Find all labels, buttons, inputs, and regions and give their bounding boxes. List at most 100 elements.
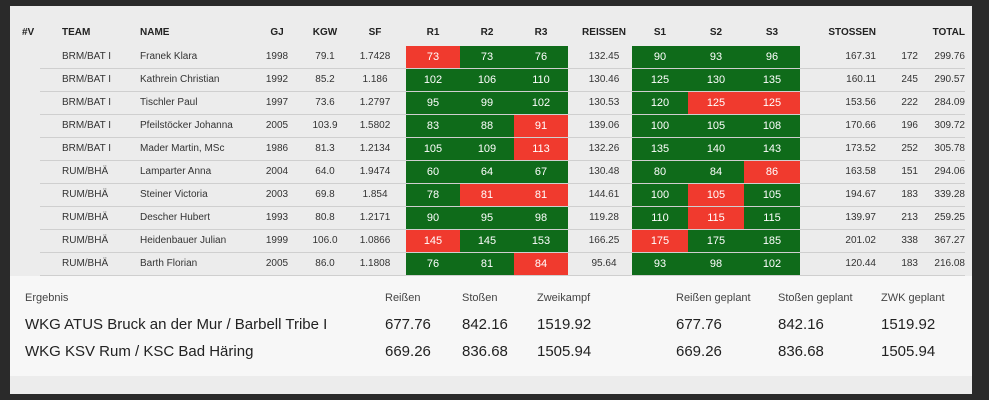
cell: 130.48 bbox=[588, 166, 620, 177]
row-line bbox=[40, 252, 965, 253]
cell: 1986 bbox=[265, 143, 289, 154]
cell: 163.58 bbox=[845, 166, 876, 177]
attempt-cell: 106 bbox=[460, 69, 514, 91]
row-line bbox=[40, 206, 965, 207]
attempt-cell: 98 bbox=[688, 253, 744, 275]
cell: 132.45 bbox=[588, 51, 620, 62]
column-header: R1 bbox=[426, 27, 440, 38]
cell: RUM/BHÄ bbox=[62, 235, 109, 246]
column-header: SF bbox=[368, 27, 382, 38]
attempt-cell: 100 bbox=[632, 115, 688, 137]
cell: 194.67 bbox=[845, 189, 876, 200]
results-cell: 677.76 bbox=[385, 316, 431, 333]
cell: Lamparter Anna bbox=[140, 166, 212, 177]
column-header: S2 bbox=[709, 27, 723, 38]
cell: 2005 bbox=[265, 258, 289, 269]
column-header: S1 bbox=[653, 27, 667, 38]
attempt-cell: 84 bbox=[514, 253, 568, 275]
attempt-cell: 100 bbox=[632, 184, 688, 206]
cell: 1992 bbox=[265, 74, 289, 85]
attempt-cell: 175 bbox=[632, 230, 688, 252]
results-cell: 1505.94 bbox=[881, 343, 936, 360]
attempt-cell: 135 bbox=[632, 138, 688, 160]
results-cell: 842.16 bbox=[462, 316, 508, 333]
cell: 173.52 bbox=[845, 143, 876, 154]
cell: 139.06 bbox=[588, 120, 620, 131]
cell: 73.6 bbox=[315, 97, 335, 108]
attempt-cell: 95 bbox=[460, 207, 514, 229]
attempt-cell: 140 bbox=[688, 138, 744, 160]
row-line bbox=[40, 160, 965, 161]
row-line bbox=[40, 275, 965, 276]
results-header: Reißen geplant bbox=[676, 292, 751, 304]
cell: 170.66 bbox=[845, 120, 876, 131]
cell: 151 bbox=[901, 166, 918, 177]
attempt-cell: 93 bbox=[632, 253, 688, 275]
attempt-cell: 105 bbox=[744, 184, 800, 206]
attempt-cell: 145 bbox=[406, 230, 460, 252]
results-header: Stoßen bbox=[462, 292, 498, 304]
cell: 367.27 bbox=[934, 235, 965, 246]
results-header: Ergebnis bbox=[25, 292, 69, 304]
cell: 95.64 bbox=[591, 258, 617, 269]
cell: 69.8 bbox=[315, 189, 335, 200]
results-cell: 836.68 bbox=[778, 343, 824, 360]
attempt-cell: 84 bbox=[688, 161, 744, 183]
results-header: ZWK geplant bbox=[881, 292, 945, 304]
attempt-cell: 102 bbox=[514, 92, 568, 114]
cell: 245 bbox=[901, 74, 918, 85]
attempt-cell: 110 bbox=[514, 69, 568, 91]
cell: 103.9 bbox=[312, 120, 338, 131]
row-line bbox=[40, 137, 965, 138]
attempt-cell: 73 bbox=[460, 46, 514, 68]
cell: 1999 bbox=[265, 235, 289, 246]
column-header: TEAM bbox=[62, 27, 91, 38]
cell: 1993 bbox=[265, 212, 289, 223]
attempt-cell: 105 bbox=[688, 184, 744, 206]
cell: 222 bbox=[901, 97, 918, 108]
cell: RUM/BHÄ bbox=[62, 166, 109, 177]
cell: RUM/BHÄ bbox=[62, 189, 109, 200]
cell: 1998 bbox=[265, 51, 289, 62]
cell: Franek Klara bbox=[140, 51, 198, 62]
cell: 130.46 bbox=[588, 74, 620, 85]
results-cell: WKG KSV Rum / KSC Bad Häring bbox=[25, 343, 254, 360]
attempt-cell: 78 bbox=[406, 184, 460, 206]
attempt-cell: 90 bbox=[632, 46, 688, 68]
attempt-cell: 80 bbox=[632, 161, 688, 183]
column-header: #V bbox=[22, 27, 35, 38]
attempt-cell: 145 bbox=[460, 230, 514, 252]
cell: 172 bbox=[901, 51, 918, 62]
attempt-cell: 175 bbox=[688, 230, 744, 252]
cell: RUM/BHÄ bbox=[62, 212, 109, 223]
attempt-cell: 115 bbox=[744, 207, 800, 229]
cell: 130.53 bbox=[588, 97, 620, 108]
cell: 216.08 bbox=[934, 258, 965, 269]
cell: 139.97 bbox=[845, 212, 876, 223]
row-line bbox=[40, 68, 965, 69]
results-header: Reißen bbox=[385, 292, 421, 304]
attempt-cell: 99 bbox=[460, 92, 514, 114]
attempt-cell: 64 bbox=[460, 161, 514, 183]
cell: Barth Florian bbox=[140, 258, 198, 269]
cell: BRM/BAT I bbox=[62, 51, 112, 62]
cell: 1.2797 bbox=[359, 97, 391, 108]
results-header: Zweikampf bbox=[537, 292, 591, 304]
results-cell: 836.68 bbox=[462, 343, 508, 360]
attempt-cell: 115 bbox=[688, 207, 744, 229]
cell: 290.57 bbox=[934, 74, 965, 85]
attempt-cell: 86 bbox=[744, 161, 800, 183]
scoreboard: #V TEAM NAME GJ KGW SF R1 R2 R3 REISSEN S1 S2 S3 STOS… bbox=[10, 6, 972, 394]
cell: 80.8 bbox=[315, 212, 335, 223]
cell: 166.25 bbox=[588, 235, 620, 246]
attempt-cell: 67 bbox=[514, 161, 568, 183]
attempt-cell: 81 bbox=[460, 253, 514, 275]
results-cell: 669.26 bbox=[385, 343, 431, 360]
cell: 120.44 bbox=[845, 258, 876, 269]
cell: 252 bbox=[901, 143, 918, 154]
cell: Tischler Paul bbox=[140, 97, 198, 108]
cell: 201.02 bbox=[845, 235, 876, 246]
cell: 284.09 bbox=[934, 97, 965, 108]
attempt-cell: 88 bbox=[460, 115, 514, 137]
column-header: R3 bbox=[534, 27, 548, 38]
